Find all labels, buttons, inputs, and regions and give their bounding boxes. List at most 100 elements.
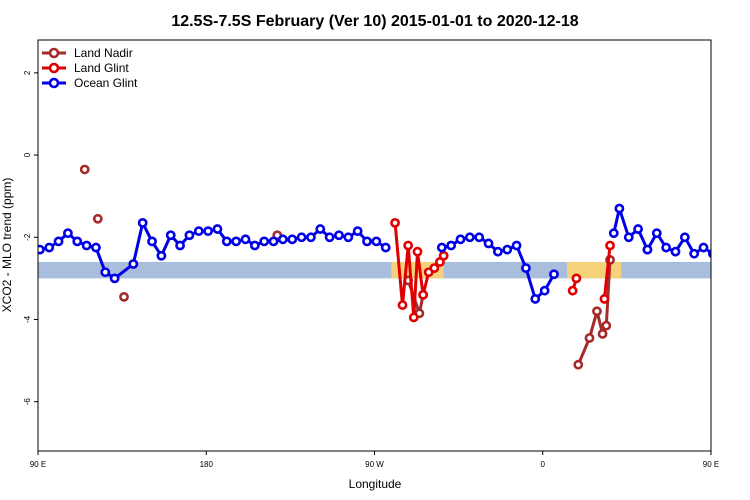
land-glint-point	[412, 246, 423, 257]
ocean-glint-point	[608, 228, 619, 239]
ocean-glint-point	[221, 236, 232, 247]
ocean-glint-point	[343, 232, 354, 243]
x-axis-label: Longitude	[349, 477, 402, 491]
ocean-glint-point	[277, 234, 288, 245]
reference-band	[38, 261, 711, 279]
land-glint-point	[418, 289, 429, 300]
ocean-glint-point	[334, 230, 344, 241]
ocean-glint-point	[259, 236, 270, 247]
ocean-glint-point	[212, 224, 223, 234]
ocean-glint-point	[492, 246, 503, 257]
ocean-glint-point	[53, 236, 64, 247]
land-glint-point	[571, 273, 582, 284]
ocean-glint-point	[614, 203, 625, 214]
ocean-glint-point	[137, 217, 148, 228]
ocean-glint-point	[642, 244, 653, 255]
plot-area	[38, 164, 750, 370]
ocean-glint-point	[464, 232, 475, 243]
ocean-glint-point	[296, 232, 307, 243]
y-tick-label: -4	[23, 315, 32, 323]
ocean-glint-point	[100, 267, 111, 278]
ocean-glint-point	[549, 269, 559, 280]
land-nadir-point	[79, 164, 90, 175]
ocean-glint-point	[128, 259, 139, 269]
ocean-glint-point	[530, 294, 541, 304]
y-tick-label: -2	[23, 233, 32, 241]
x-tick-label: 0	[541, 460, 546, 469]
ocean-glint-point	[474, 232, 485, 243]
ocean-glint-point	[324, 232, 335, 243]
legend-marker-land-glint	[48, 62, 60, 74]
ocean-glint-point	[371, 236, 382, 247]
ocean-glint-point	[623, 232, 634, 243]
series-group	[38, 164, 750, 370]
ocean-glint-point	[72, 236, 83, 247]
land-glint-point	[403, 240, 414, 251]
ocean-glint-point	[184, 230, 195, 241]
legend-label-ocean-glint: Ocean Glint	[74, 76, 138, 90]
axes: 90 E 180 90 W 0 90 E 2 0 -2 -4 -6	[23, 39, 719, 469]
land-nadir-point	[584, 333, 595, 343]
ocean-glint-point	[698, 242, 709, 253]
y-tick-label: -6	[23, 398, 32, 406]
ocean-glint-point	[240, 234, 251, 245]
x-tick-label: 90 E	[703, 460, 719, 469]
ocean-glint-point	[147, 236, 157, 247]
legend-marker-land-nadir	[48, 47, 60, 59]
ocean-glint-point	[193, 226, 204, 237]
ocean-glint-point	[689, 248, 700, 259]
ocean-glint-point	[737, 230, 744, 237]
ocean-glint-point	[268, 236, 279, 247]
land-glint-point	[429, 263, 440, 274]
ocean-glint-point	[455, 234, 466, 245]
ocean-glint-point	[633, 224, 643, 234]
x-tick-label: 90 W	[365, 460, 384, 469]
ocean-glint-point	[679, 232, 690, 243]
ocean-glint-point	[231, 236, 242, 247]
land-nadir-point	[592, 306, 602, 317]
ocean-glint-point	[539, 285, 550, 296]
ocean-glint-point	[651, 228, 662, 239]
legend-label-land-nadir: Land Nadir	[74, 46, 133, 60]
y-tick-label: 0	[23, 152, 32, 157]
ocean-glint-point	[165, 230, 176, 241]
land-glint-point	[390, 217, 400, 228]
legend-marker-ocean-glint	[48, 77, 60, 89]
ocean-glint-point	[44, 242, 55, 253]
chart-title: 12.5S-7.5S February (Ver 10) 2015-01-01 …	[171, 13, 578, 30]
ocean-glint-point	[747, 238, 750, 245]
land-glint-point	[567, 285, 578, 296]
ocean-glint-point	[511, 240, 522, 251]
x-tick-label: 90 E	[30, 460, 46, 469]
land-nadir-point	[573, 359, 584, 370]
ocean-glint-point	[521, 263, 531, 274]
land-glint-point	[408, 312, 419, 323]
ocean-glint-point	[352, 226, 363, 237]
y-tick-label: 2	[23, 70, 32, 75]
ocean-glint-point	[436, 242, 447, 253]
land-glint-point	[397, 300, 408, 310]
ocean-glint-point	[380, 242, 391, 253]
ocean-glint-point	[315, 224, 326, 234]
legend-label-land-glint: Land Glint	[74, 61, 129, 75]
ocean-glint-point	[287, 234, 298, 245]
land-glint-point	[605, 240, 615, 251]
ocean-glint-point	[728, 238, 735, 245]
ocean-glint-point	[38, 244, 45, 255]
ocean-glint-point	[446, 240, 457, 251]
land-glint-line-2	[602, 245, 612, 300]
ocean-glint-point	[502, 244, 513, 255]
land-glint-point	[438, 250, 449, 261]
ocean-glint-point	[249, 240, 260, 251]
ocean-glint-point	[63, 228, 73, 239]
ocean-glint-point	[719, 246, 726, 253]
ocean-glint-point	[156, 250, 167, 261]
ocean-glint-point	[203, 226, 214, 237]
ocean-glint-point	[175, 240, 185, 251]
y-axis-label: XCO2 - MLO trend (ppm)	[0, 178, 14, 313]
ocean-glint-point	[670, 246, 681, 257]
land-nadir-point	[601, 320, 612, 331]
ocean-glint-point	[483, 238, 494, 249]
